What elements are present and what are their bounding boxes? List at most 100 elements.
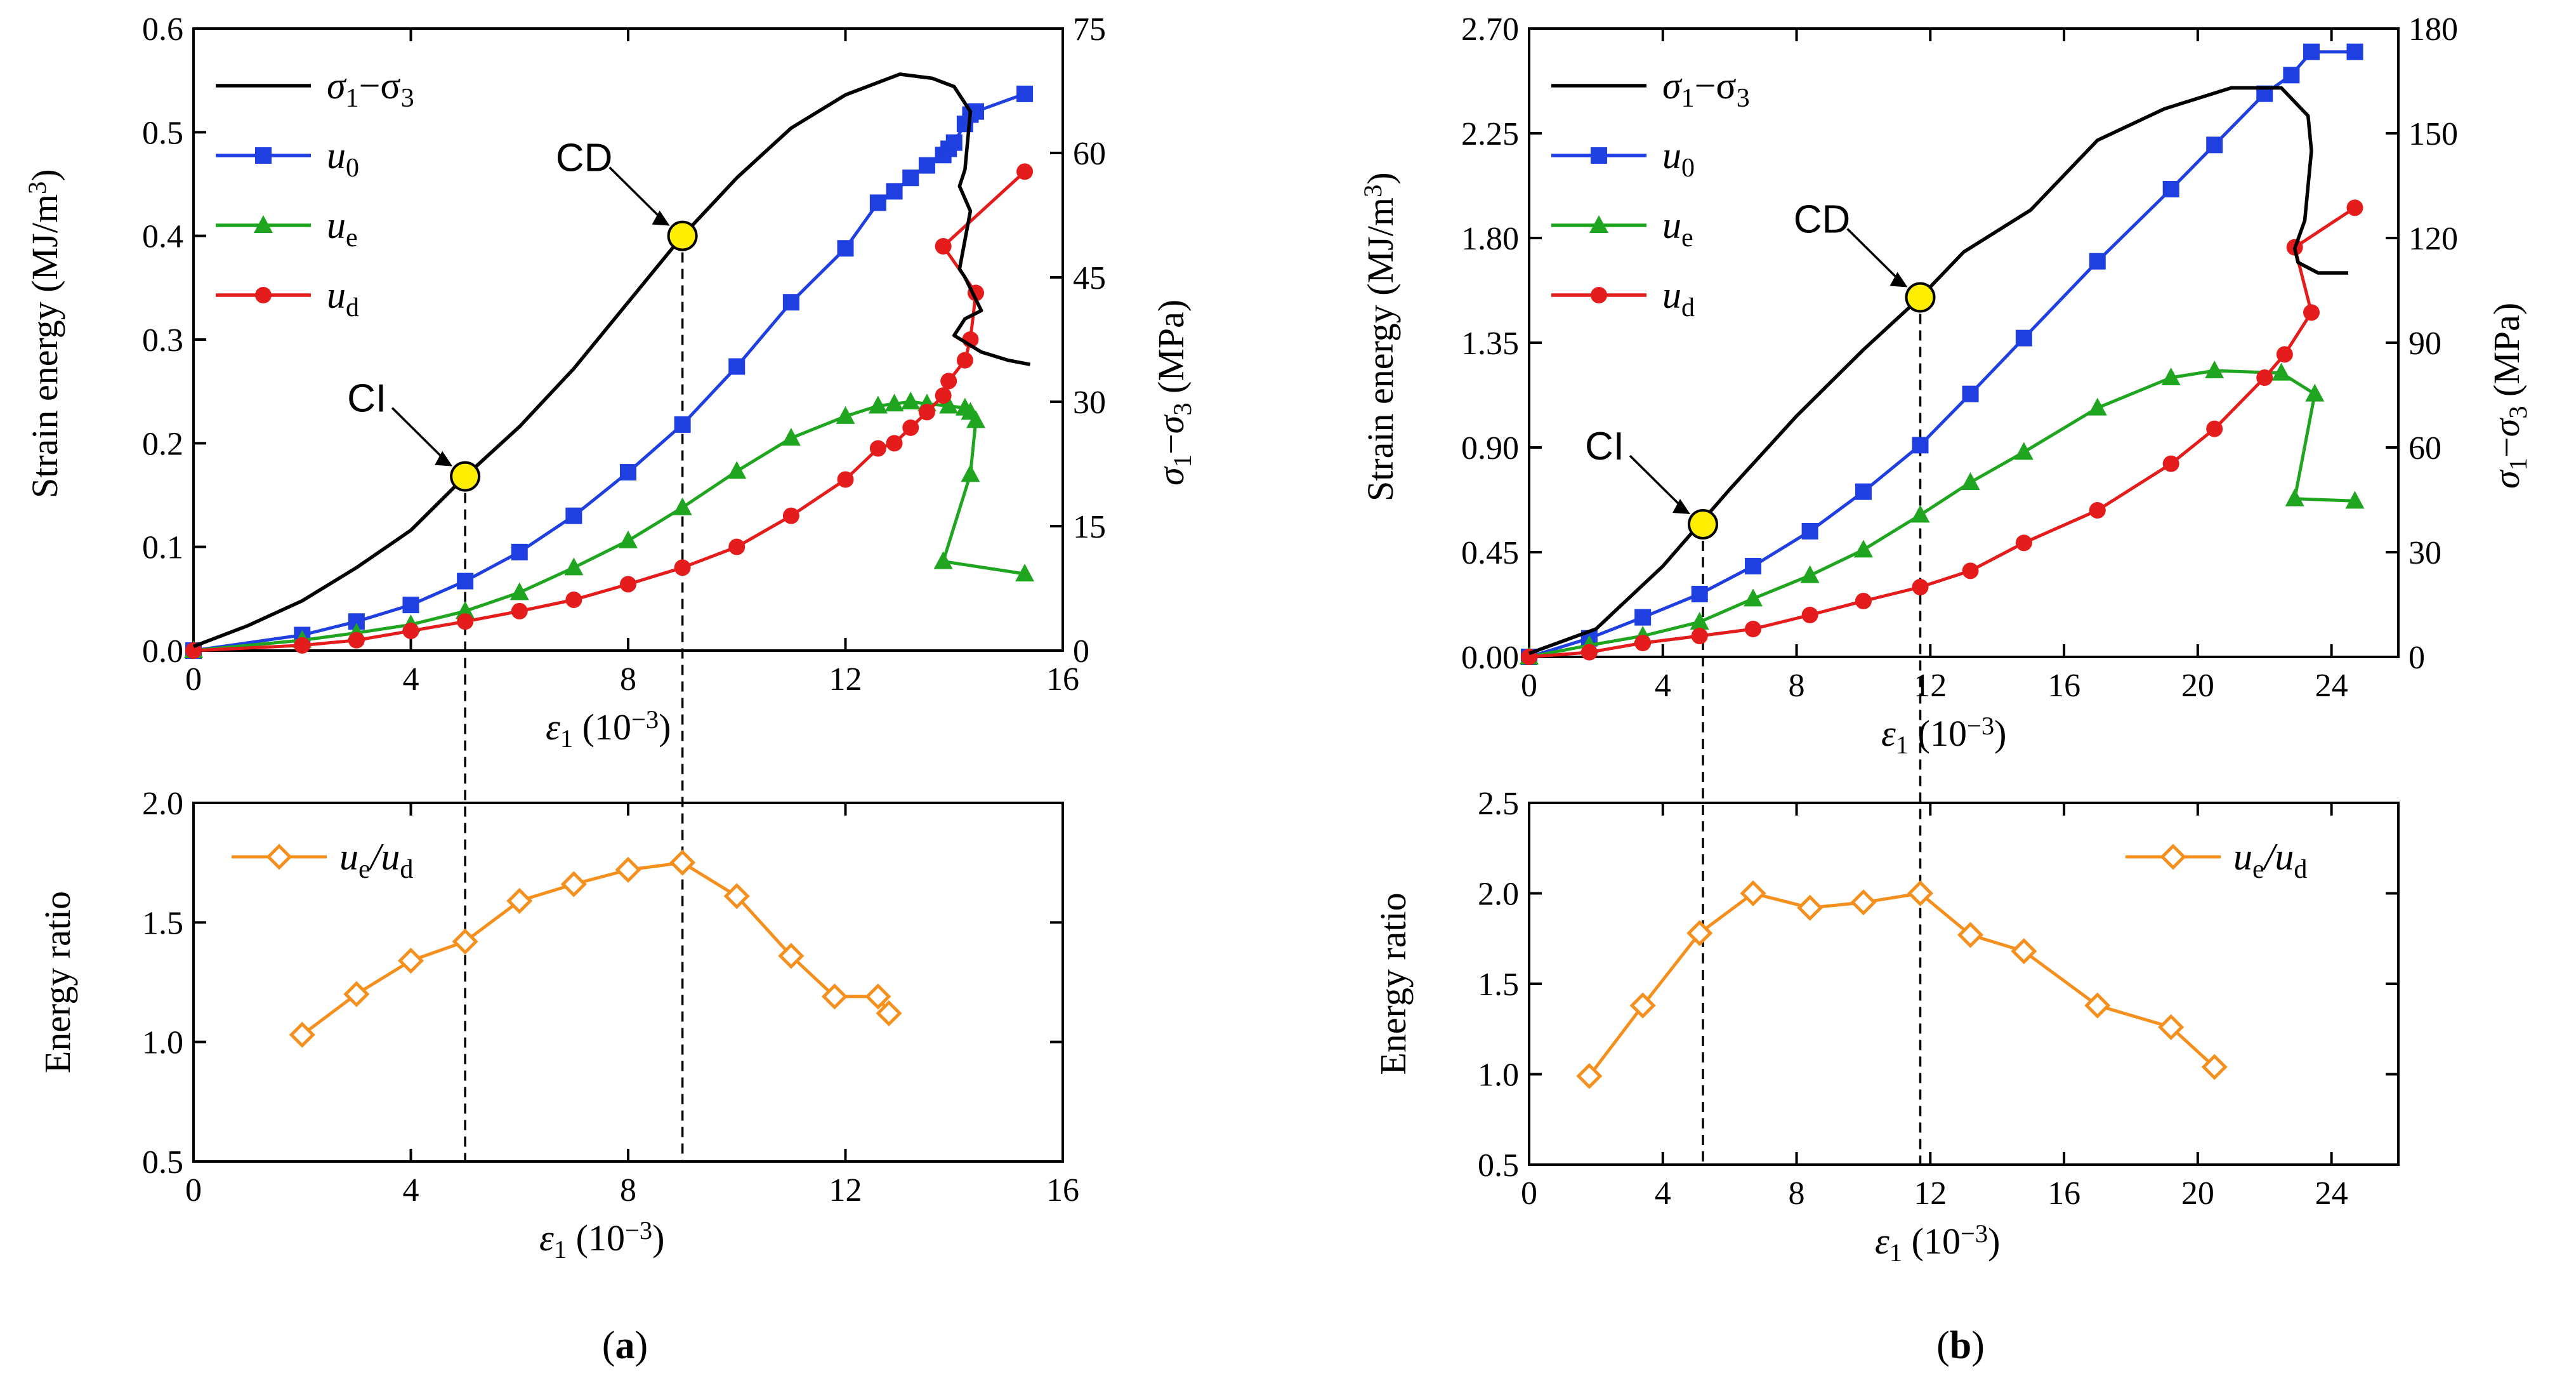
panel-b-top-xtick-label-2: 8	[1789, 668, 1805, 704]
panel-b-series-ue-point-16	[2345, 491, 2365, 509]
panel-a-bottom-xtick-label-2: 8	[620, 1172, 636, 1208]
panel-b-series-ue-point-7	[1910, 505, 1930, 523]
figure-panels: 0 4 8 12 16 0.0 0.1 0.2 0.3 0.4 0.5 0.6 0 15 30 45 60 75 C…	[23, 11, 2533, 1367]
panel-b-series-ud-point-2	[1634, 635, 1652, 651]
panel-a-series-ud-point-5	[511, 602, 528, 619]
panel-a-bottom-ylabel: Energy ratio	[37, 891, 78, 1073]
panel-b-top-ytick-label-2: 0.90	[1461, 430, 1519, 467]
panel-a-top-y2tick-label-3: 45	[1073, 260, 1106, 296]
panel-b-series-ue-point-10	[2087, 397, 2107, 416]
panel-a-top-y2tick-label-1: 15	[1073, 509, 1106, 545]
panel-b-top-ytick-label-5: 2.25	[1461, 116, 1519, 152]
panel-a-series-ue-point-14	[901, 392, 921, 409]
panel-b-top-ytick-label-3: 1.35	[1461, 326, 1519, 362]
panel-a-top-xtick-label-2: 8	[620, 661, 636, 698]
panel-a-series-u0-point-10	[782, 294, 799, 311]
panel-b-series-u0-point-2	[1634, 609, 1652, 626]
panel-b-series-ratio-point-2	[1686, 920, 1713, 946]
panel-b-legend-u0-marker	[1591, 147, 1607, 164]
panel-a-series-ue-point-9	[727, 461, 747, 479]
panel-a-series-u0-point-7	[620, 464, 636, 481]
panel-b-series-u0-point-7	[1912, 437, 1929, 454]
panel-a-bottom-xtick-label-3: 12	[829, 1172, 862, 1208]
panel-b-bottom-ytick-label-3: 2.0	[1478, 877, 1519, 913]
panel-b-top-y2label: σ1−σ3 (MPa)	[2486, 303, 2532, 489]
panel-a-series-ud-point-2	[348, 632, 365, 649]
panel-b-top-y2tick-label-2: 60	[2408, 430, 2441, 467]
panel-a-arrow-CI	[391, 407, 449, 463]
panel-a-series-ud-point-18	[956, 352, 973, 369]
panel-b-series-ue-point-6	[1853, 539, 1873, 558]
panel-a-legend-ratio-marker	[266, 844, 292, 870]
panel-b-series-ud-point-15	[2303, 304, 2320, 321]
panel-b-series-ue-point-15	[2285, 488, 2304, 506]
panel-a-series-ue-point-8	[673, 497, 692, 515]
panel-a-top-plot-frame	[192, 27, 1064, 652]
panel-b-series-u0-point-10	[2089, 253, 2106, 270]
panel-a-top-ytick-label-2: 0.2	[142, 426, 183, 462]
panel-b-legend-ud-label: ud	[1662, 274, 1695, 322]
panel-a-series-ud-point-4	[457, 613, 474, 630]
panel-a-top-ytick-label-5: 0.5	[142, 115, 183, 151]
panel-a-series-ud-point-6	[565, 591, 582, 608]
panel-b-series-u0-point-5	[1801, 523, 1818, 539]
panel-a-top-ytick-label-6: 0.6	[142, 11, 183, 48]
panel-b-series-ue-point-4	[1744, 588, 1763, 607]
panel-b-bottom-xtick-label-1: 4	[1655, 1175, 1671, 1212]
panel-b-point-CD	[1905, 282, 1936, 313]
panel-a-series-ratio-point-6	[615, 856, 641, 883]
panel-b-series-ratio-point-9	[2084, 992, 2111, 1019]
panel-a-series-ratio-point-10	[821, 983, 848, 1010]
panel-b-label-CI: CI	[1585, 425, 1624, 468]
panel-a-series-ratio-point-3	[452, 928, 478, 955]
panel-a-series-ud-point-3	[402, 622, 419, 639]
panel-b-point-CI	[1688, 509, 1718, 539]
panel-b-series-u0-point-6	[1855, 483, 1872, 500]
panel-a-legend-u0-label: u0	[327, 135, 359, 183]
panel-b-bottom-xtick-label-6: 24	[2315, 1175, 2348, 1212]
panel-a-series-ue-point-22	[1015, 564, 1035, 582]
panel-a-series-ud-point-13	[886, 435, 903, 452]
panel-a-bottom-ytick-label-1: 1.0	[142, 1025, 183, 1061]
panel-b-bottom-ytick-label-0: 0.5	[1478, 1148, 1519, 1184]
panel-a-series-ratio-point-8	[723, 883, 750, 910]
panel-b-legend-ue-label: ue	[1662, 204, 1693, 253]
panel-b-series-ue-point-9	[2014, 442, 2034, 460]
panel-a-top-xlabel: ε1 (10−3)	[546, 705, 671, 753]
panel-b-arrowhead-CI	[1672, 499, 1690, 514]
panel-b-series-ue-point-5	[1800, 565, 1820, 583]
panel-b-label-CD: CD	[1794, 198, 1851, 242]
panel-a-series-ud-point-9	[728, 538, 746, 555]
panel-a-arrow-CD	[608, 166, 666, 223]
panel-a-caption: (a)	[602, 1324, 648, 1367]
panel-a-top-xtick-label-3: 12	[829, 661, 862, 698]
panel-b-series-u0-point-15	[2303, 43, 2320, 60]
panel-b: 0 4 8 12 16 20 24 0.00 0.45 0.90 1.35 1.80 2.25 2.70 0…	[1358, 11, 2533, 1367]
panel-b-top-ytick-label-0: 0.00	[1461, 640, 1519, 676]
panel-b-series-ud-line	[1528, 206, 2356, 659]
panel-a-top-xtick-label-0: 0	[185, 661, 202, 698]
panel-b-series-ud-point-12	[2206, 420, 2223, 437]
panel-b-bottom-xtick-label-5: 20	[2181, 1175, 2214, 1212]
panel-a-top-xtick-label-4: 16	[1046, 661, 1079, 698]
panel-a-series-u0-point-14	[902, 169, 919, 187]
panel-b-series-ud-point-10	[2089, 502, 2106, 519]
panel-a-legend-ue-label: ue	[327, 204, 358, 253]
panel-b-legend-u0-label: u0	[1662, 135, 1695, 183]
panel-b-series-ud-point-11	[2162, 455, 2179, 472]
panel-a-series-ud-point-14	[902, 419, 919, 436]
panel-b-series-u0-line	[1528, 50, 2355, 659]
panel-b-series-u0-point-8	[1962, 385, 1979, 402]
panel-b-series-ratio-point-6	[1907, 880, 1934, 907]
panel-b-series-ratio-point-8	[2011, 938, 2037, 965]
panel-a-series-u0-point-18	[945, 134, 963, 151]
panel-b-series-ud-point-14	[2276, 346, 2293, 363]
panel-a-series-ratio-point-2	[397, 948, 424, 974]
panel-a-series-ue-point-19	[966, 410, 985, 428]
panel-a-series-ue-point-10	[781, 428, 801, 446]
panel-a-series-u0-point-11	[837, 240, 854, 257]
panel-a-series-u0-point-15	[918, 157, 935, 174]
panel-b-series-ud-point-17	[2346, 199, 2363, 216]
panel-a-top-ytick-label-4: 0.4	[142, 219, 183, 255]
